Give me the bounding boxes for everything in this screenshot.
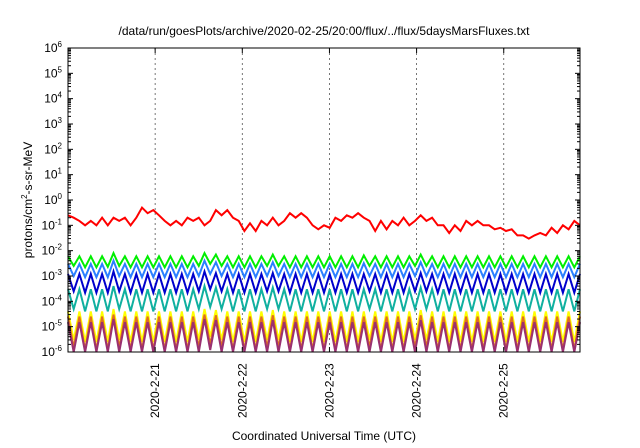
series-line-2 <box>67 250 581 270</box>
y-tick-base: 10 <box>44 117 58 131</box>
y-tick-base: 10 <box>42 244 56 258</box>
y-axis-label-pre: protons/cm <box>21 199 35 258</box>
y-tick-label: 10-2 <box>42 243 63 258</box>
y-axis-label-post: -s-sr-MeV <box>21 142 35 195</box>
y-tick-base: 10 <box>44 92 58 106</box>
y-tick-exponent: 6 <box>58 40 63 49</box>
y-tick-base: 10 <box>42 320 56 334</box>
y-tick-label: 10-6 <box>42 344 63 359</box>
y-axis: 10-610-510-410-310-210-11001011021031041… <box>42 40 580 359</box>
series-line-3 <box>67 257 581 280</box>
y-tick-exponent: 3 <box>58 116 63 125</box>
series-line-4 <box>67 267 581 297</box>
y-tick-exponent: 4 <box>58 91 63 100</box>
y-axis-label: protons/cm2-s-sr-MeV <box>20 142 35 258</box>
y-tick-base: 10 <box>44 142 58 156</box>
x-tick-label: 2020-2-25 <box>497 363 511 418</box>
y-tick-label: 10-4 <box>42 293 63 308</box>
y-tick-label: 10-5 <box>42 319 63 334</box>
y-tick-exponent: 5 <box>58 65 63 74</box>
y-tick-label: 105 <box>44 65 62 80</box>
y-tick-exponent: 1 <box>58 167 63 176</box>
y-tick-base: 10 <box>44 193 58 207</box>
y-tick-exponent: 2 <box>58 141 63 150</box>
x-tick-label: 2020-2-21 <box>148 363 162 418</box>
x-tick-label: 2020-2-22 <box>235 363 249 418</box>
y-tick-label: 10-1 <box>42 217 63 232</box>
x-gridlines <box>154 48 505 352</box>
series-line-1 <box>67 205 581 240</box>
y-tick-exponent: -4 <box>55 293 63 302</box>
chart-title: /data/run/goesPlots/archive/2020-02-25/2… <box>119 24 531 38</box>
y-tick-label: 102 <box>44 141 62 156</box>
y-tick-label: 106 <box>44 40 62 55</box>
y-tick-exponent: -1 <box>55 217 63 226</box>
y-axis-label-sup: 2 <box>20 194 29 199</box>
x-tick-label: 2020-2-24 <box>410 363 424 418</box>
series-lines <box>67 205 581 353</box>
y-tick-label: 100 <box>44 192 62 207</box>
y-tick-label: 103 <box>44 116 62 131</box>
y-tick-base: 10 <box>44 66 58 80</box>
y-tick-exponent: -2 <box>55 243 63 252</box>
y-tick-label: 101 <box>44 167 62 182</box>
y-tick-base: 10 <box>44 41 58 55</box>
y-tick-base: 10 <box>42 294 56 308</box>
y-tick-base: 10 <box>44 168 58 182</box>
x-tick-label: 2020-2-23 <box>322 363 336 418</box>
plot-frame <box>67 47 581 353</box>
y-tick-exponent: -3 <box>55 268 63 277</box>
y-tick-label: 10-3 <box>42 268 63 283</box>
series-line-6 <box>67 308 581 343</box>
x-axis: 2020-2-21 2020-2-22 2020-2-23 2020-2-24 2020… <box>148 48 511 418</box>
y-tick-exponent: 0 <box>58 192 63 201</box>
y-tick-exponent: -5 <box>55 319 63 328</box>
x-axis-label: Coordinated Universal Time (UTC) <box>232 429 416 443</box>
y-tick-label: 104 <box>44 91 62 106</box>
y-tick-exponent: -6 <box>55 344 63 353</box>
y-tick-base: 10 <box>42 345 56 359</box>
y-tick-base: 10 <box>42 269 56 283</box>
y-tick-base: 10 <box>42 218 56 232</box>
series-line-5 <box>67 282 581 313</box>
